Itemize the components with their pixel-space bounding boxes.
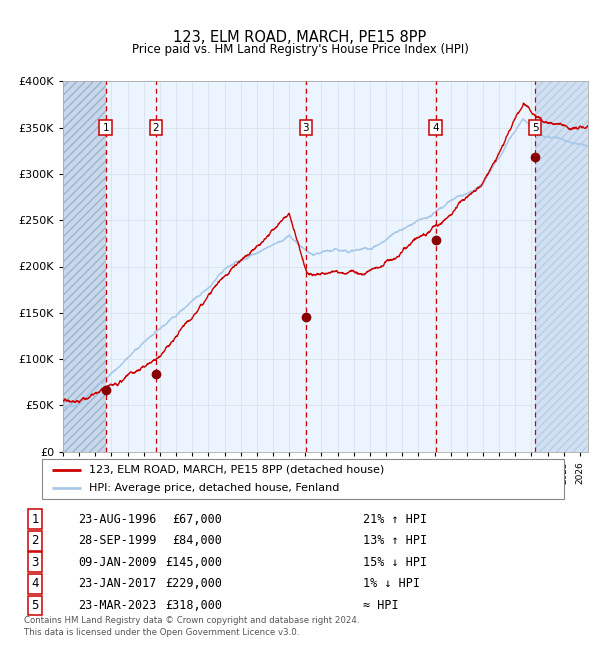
- Bar: [63, 81, 106, 452]
- Bar: [436, 81, 535, 452]
- Text: 5: 5: [532, 123, 538, 133]
- Text: 3: 3: [302, 123, 309, 133]
- Text: 4: 4: [432, 123, 439, 133]
- Text: 123, ELM ROAD, MARCH, PE15 8PP: 123, ELM ROAD, MARCH, PE15 8PP: [173, 30, 427, 46]
- Text: Contains HM Land Registry data © Crown copyright and database right 2024.
This d: Contains HM Land Registry data © Crown c…: [24, 616, 359, 637]
- Text: 23-MAR-2023: 23-MAR-2023: [78, 599, 157, 612]
- Text: 123, ELM ROAD, MARCH, PE15 8PP (detached house): 123, ELM ROAD, MARCH, PE15 8PP (detached…: [89, 465, 384, 474]
- Text: ≈ HPI: ≈ HPI: [364, 599, 399, 612]
- Bar: [535, 81, 588, 452]
- Text: 15% ↓ HPI: 15% ↓ HPI: [364, 556, 427, 569]
- Bar: [306, 81, 436, 452]
- Text: £145,000: £145,000: [165, 556, 222, 569]
- Text: 23-JAN-2017: 23-JAN-2017: [78, 577, 157, 590]
- Text: 13% ↑ HPI: 13% ↑ HPI: [364, 534, 427, 547]
- Text: 1: 1: [103, 123, 109, 133]
- Text: £84,000: £84,000: [172, 534, 222, 547]
- Bar: [535, 81, 588, 452]
- Bar: [156, 81, 306, 452]
- Text: 23-AUG-1996: 23-AUG-1996: [78, 513, 157, 526]
- Text: 5: 5: [31, 599, 39, 612]
- Text: 2: 2: [152, 123, 159, 133]
- Text: £229,000: £229,000: [165, 577, 222, 590]
- FancyBboxPatch shape: [42, 459, 564, 499]
- Bar: [106, 81, 156, 452]
- Text: HPI: Average price, detached house, Fenland: HPI: Average price, detached house, Fenl…: [89, 484, 340, 493]
- Text: £318,000: £318,000: [165, 599, 222, 612]
- Text: 28-SEP-1999: 28-SEP-1999: [78, 534, 157, 547]
- Text: Price paid vs. HM Land Registry's House Price Index (HPI): Price paid vs. HM Land Registry's House …: [131, 43, 469, 56]
- Text: 09-JAN-2009: 09-JAN-2009: [78, 556, 157, 569]
- Text: £67,000: £67,000: [172, 513, 222, 526]
- Text: 3: 3: [31, 556, 39, 569]
- Text: 2: 2: [31, 534, 39, 547]
- Text: 1% ↓ HPI: 1% ↓ HPI: [364, 577, 421, 590]
- Text: 21% ↑ HPI: 21% ↑ HPI: [364, 513, 427, 526]
- Text: 4: 4: [31, 577, 39, 590]
- Text: 1: 1: [31, 513, 39, 526]
